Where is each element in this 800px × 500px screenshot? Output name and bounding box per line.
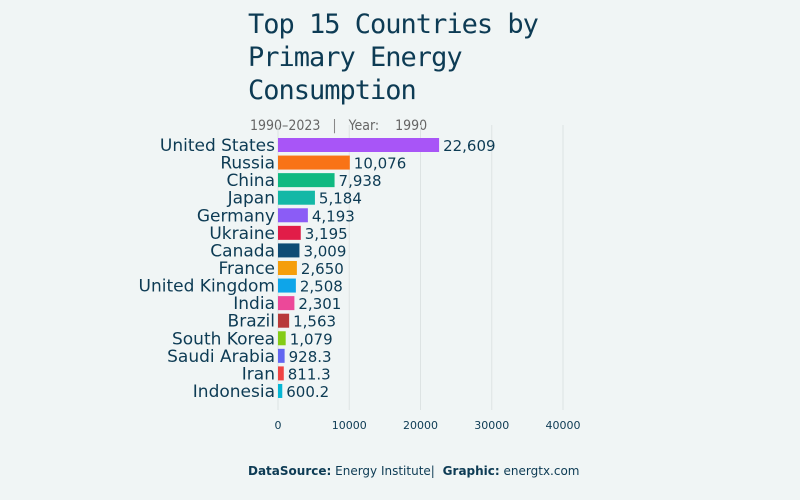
value-label: 10,076 [354, 155, 407, 173]
footer: DataSource: Energy Institute| Graphic: e… [248, 464, 580, 478]
year-label: Year: [348, 118, 380, 134]
category-label: Ukraine [209, 224, 275, 244]
bar [278, 190, 315, 205]
value-label: 2,508 [300, 278, 343, 296]
bar [278, 173, 335, 188]
x-tick-label: 40000 [546, 419, 581, 432]
bar [278, 155, 350, 170]
x-tick-label: 20000 [403, 419, 438, 432]
x-tick-label: 10000 [332, 419, 367, 432]
bar [278, 366, 284, 381]
category-label: Russia [220, 154, 275, 174]
source: Energy Institute [335, 464, 431, 478]
category-label: France [218, 259, 275, 279]
value-label: 3,009 [303, 242, 346, 260]
bar [278, 313, 290, 328]
category-label: Saudi Arabia [167, 347, 275, 367]
value-label: 4,193 [312, 207, 355, 225]
year-range: 1990–2023 [250, 118, 321, 134]
value-label: 928.3 [289, 348, 332, 366]
bar [278, 383, 283, 398]
value-label: 2,301 [298, 295, 341, 313]
chart-title: Top 15 Countries by Primary Energy Consu… [248, 9, 539, 106]
category-label: Canada [210, 241, 275, 261]
category-label: Iran [242, 364, 275, 384]
category-label: Germany [197, 206, 275, 226]
value-label: 1,079 [290, 330, 333, 348]
value-label: 811.3 [288, 365, 331, 383]
value-label: 3,195 [305, 225, 348, 243]
year-value: 1990 [395, 118, 428, 134]
chart-subtitle: 1990–2023 | Year: 1990 [250, 118, 428, 134]
bar [278, 296, 295, 311]
category-label: China [226, 171, 275, 191]
bar [278, 138, 440, 152]
category-label: South Korea [172, 329, 275, 349]
category-label: Indonesia [193, 382, 275, 402]
bar [278, 331, 286, 346]
graphic-credit: energtx.com [503, 464, 580, 478]
x-tick-label: 30000 [474, 419, 509, 432]
bar [278, 348, 285, 363]
graphic-label: Graphic: [442, 464, 500, 478]
category-label: United Kingdom [139, 277, 275, 297]
bar [278, 243, 300, 258]
separator: | [430, 464, 435, 478]
value-label: 5,184 [319, 190, 362, 208]
bar [278, 208, 308, 223]
x-tick-label: 0 [275, 419, 282, 432]
bar [278, 260, 297, 275]
value-label: 600.2 [286, 383, 329, 401]
value-label: 7,938 [339, 172, 382, 190]
category-label: Brazil [228, 312, 275, 332]
value-label: 2,650 [301, 260, 344, 278]
bar [278, 278, 296, 293]
source-label: DataSource: [248, 464, 332, 478]
category-label: Japan [227, 189, 275, 209]
category-label: India [233, 294, 275, 314]
value-label: 1,563 [293, 313, 336, 331]
category-label: United States [160, 136, 275, 156]
value-label: 22,609 [443, 137, 496, 155]
bar [278, 225, 301, 240]
